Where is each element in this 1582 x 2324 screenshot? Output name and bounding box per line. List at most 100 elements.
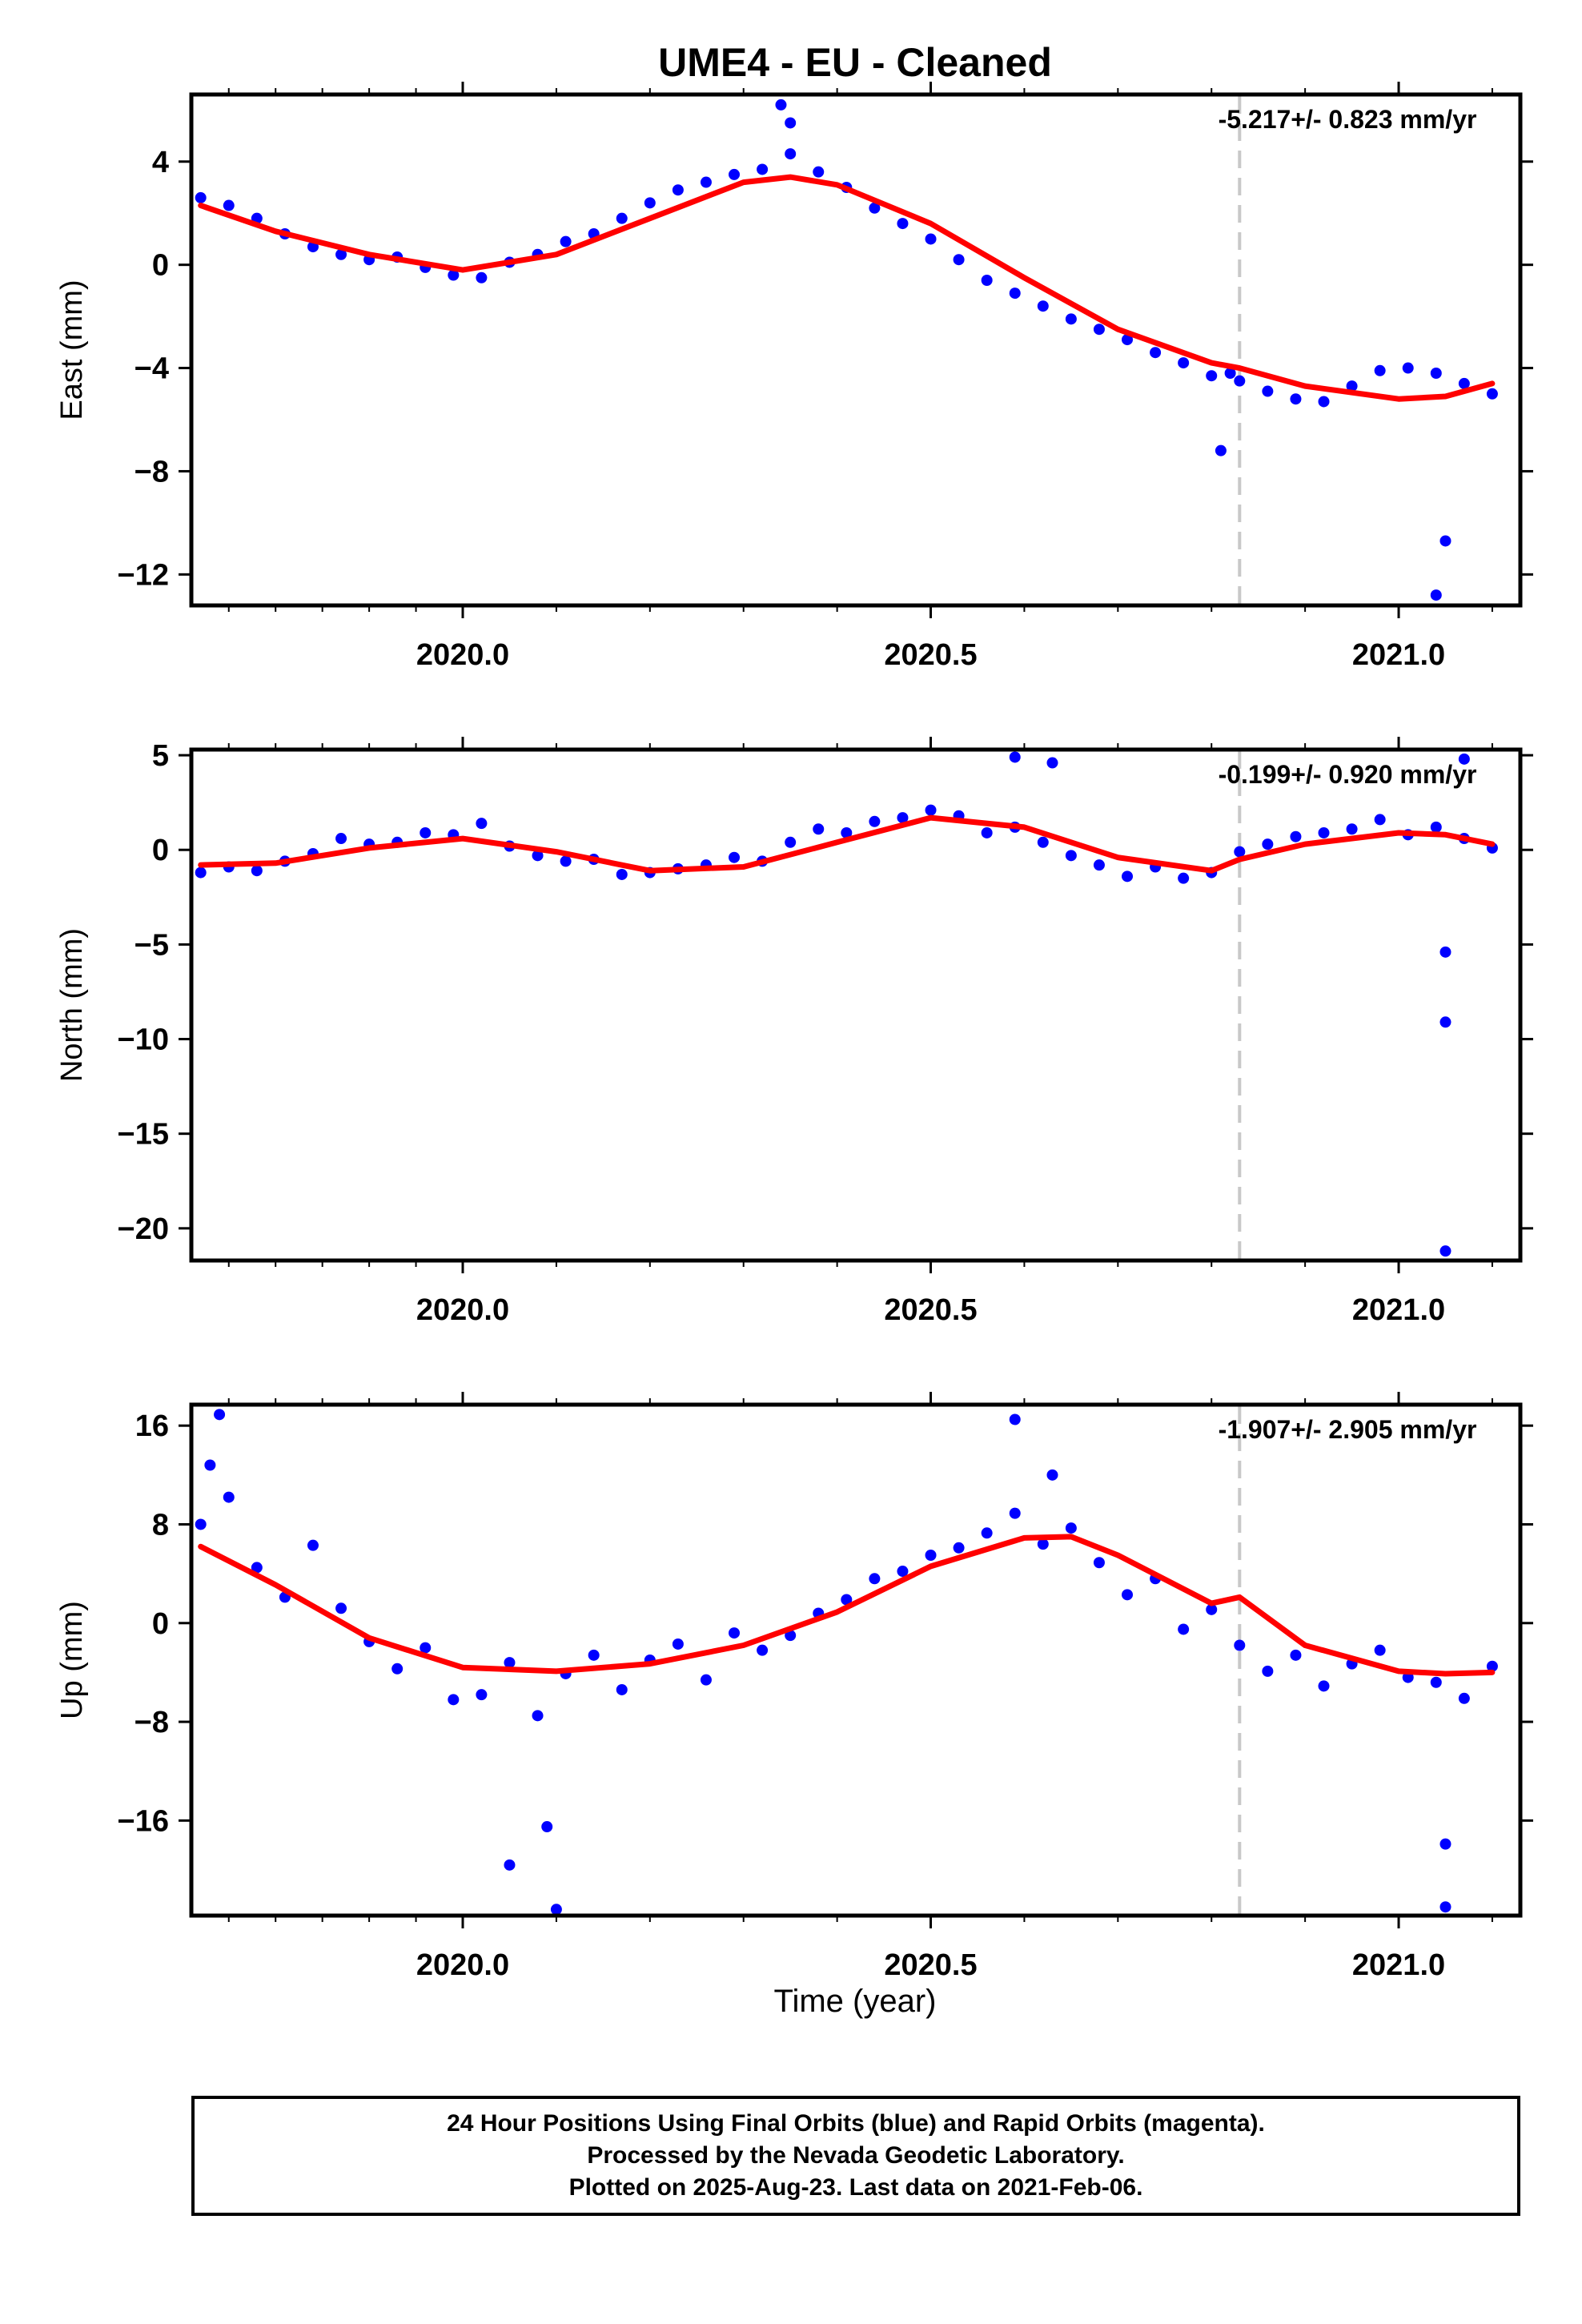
north-data-point (251, 865, 263, 877)
east-data-point (981, 275, 993, 286)
east-x-tick-label: 2020.5 (884, 638, 977, 672)
north-velocity-label: -0.199+/- 0.920 mm/yr (1219, 760, 1477, 789)
north-data-point (1458, 753, 1470, 765)
east-data-point (775, 99, 787, 111)
up-data-point (1486, 1660, 1498, 1672)
up-data-point (504, 1657, 516, 1669)
up-data-point (391, 1663, 404, 1675)
up-data-point (532, 1710, 544, 1722)
up-y-tick-label: 8 (152, 1508, 169, 1542)
up-data-point (251, 1562, 263, 1574)
east-y-tick-label: −8 (135, 455, 169, 489)
north-panel: 2020.0 2020.5 2021.0 5 0 −5 −10 −15 −20 North (mm… (55, 737, 1533, 1327)
east-data-point (1430, 589, 1442, 601)
north-x-tick-label: 2021.0 (1352, 1293, 1445, 1327)
east-data-point (1009, 287, 1021, 300)
east-data-point (1093, 324, 1105, 336)
up-y-tick-label: −16 (118, 1804, 169, 1838)
north-data-point (476, 818, 488, 830)
chart-title: UME4 - EU - Cleaned (658, 40, 1052, 85)
east-data-point (644, 197, 656, 209)
up-panel: 2020.0 2020.5 2021.0 16 8 0 −8 −16 Up (mm) -1.907… (55, 1392, 1533, 1982)
east-y-tick-label: 0 (152, 249, 169, 283)
east-data-point (1150, 347, 1162, 359)
east-data-point (1374, 364, 1386, 376)
up-velocity-label: -1.907+/- 2.905 mm/yr (1219, 1415, 1477, 1444)
north-x-tick-label: 2020.0 (416, 1293, 509, 1327)
up-data-point (700, 1674, 712, 1686)
up-y-tick-label: 16 (135, 1409, 169, 1443)
east-y-tick-label: −4 (135, 352, 169, 386)
north-y-tick-label: −20 (118, 1212, 169, 1246)
caption-line-processed: Processed by the Nevada Geodetic Laborat… (587, 2142, 1125, 2169)
east-panel: 2020.0 2020.5 2021.0 4 0 −4 −8 −12 East (mm) -5.2… (55, 82, 1533, 672)
up-data-point (1439, 1838, 1452, 1850)
east-data-point (869, 202, 881, 214)
north-data-point (560, 855, 572, 867)
up-fit-line (198, 1534, 1496, 1677)
up-data-point (1065, 1522, 1077, 1534)
north-data-point (1346, 823, 1358, 835)
up-data-point (1430, 1676, 1442, 1688)
up-data-point (476, 1689, 488, 1701)
north-data-point (1439, 1016, 1452, 1028)
up-x-tick-label: 2021.0 (1352, 1948, 1445, 1982)
up-data-point (195, 1518, 207, 1530)
east-data-point (925, 233, 937, 245)
up-data-point (616, 1683, 628, 1695)
up-y-tick-label: 0 (152, 1607, 169, 1641)
east-data-point (785, 148, 797, 160)
up-data-point (953, 1542, 965, 1554)
north-data-point (335, 833, 347, 845)
north-data-point (1046, 757, 1058, 769)
north-data-point (869, 815, 881, 827)
north-data-point (981, 826, 993, 838)
east-data-point (785, 117, 797, 129)
east-y-tick-label: 4 (152, 146, 169, 179)
east-data-point (757, 163, 769, 175)
north-x-tick-label: 2020.5 (884, 1293, 977, 1327)
north-data-point (1009, 751, 1021, 763)
caption-line-plotted: Plotted on 2025-Aug-23. Last data on 202… (568, 2174, 1143, 2201)
north-data-point (1122, 870, 1134, 883)
north-data-point (1037, 836, 1049, 848)
east-data-point (1430, 368, 1442, 379)
up-data-point (1178, 1623, 1190, 1635)
north-data-point (729, 851, 741, 863)
up-data-point (757, 1644, 769, 1656)
north-data-point (195, 866, 207, 879)
panels: 2020.0 2020.5 2021.0 4 0 −4 −8 −12 East (mm) -5.2… (55, 82, 1533, 1982)
up-data-point (1262, 1665, 1274, 1677)
east-data-point (729, 168, 741, 180)
up-data-point (335, 1602, 347, 1614)
up-data-point (981, 1527, 993, 1539)
east-data-point (1122, 334, 1134, 346)
up-data-point (785, 1630, 797, 1642)
east-data-point (223, 199, 235, 211)
east-plot-frame (189, 92, 1523, 608)
north-data-point (616, 868, 628, 880)
east-data-point (813, 166, 825, 178)
east-data-point (560, 235, 572, 247)
up-data-point (897, 1566, 909, 1578)
north-data-point (1065, 850, 1077, 862)
up-data-point (1037, 1538, 1049, 1550)
east-data-point (1402, 362, 1414, 374)
up-data-point (672, 1638, 684, 1650)
up-data-point (214, 1409, 226, 1421)
east-y-tick-label: −12 (118, 558, 169, 592)
caption-box: 24 Hour Positions Using Final Orbits (bl… (191, 2096, 1520, 2216)
up-data-point (541, 1821, 553, 1833)
east-data-point (953, 254, 965, 266)
east-data-point (616, 212, 628, 224)
up-data-point (1009, 1507, 1021, 1519)
up-data-point (307, 1539, 319, 1551)
up-data-point (729, 1627, 741, 1639)
up-data-point (925, 1550, 937, 1562)
north-y-tick-label: 0 (152, 834, 169, 867)
east-data-point (672, 184, 684, 196)
east-data-point (476, 271, 488, 283)
north-y-axis-label: North (mm) (55, 928, 89, 1082)
east-data-point (1486, 388, 1498, 400)
